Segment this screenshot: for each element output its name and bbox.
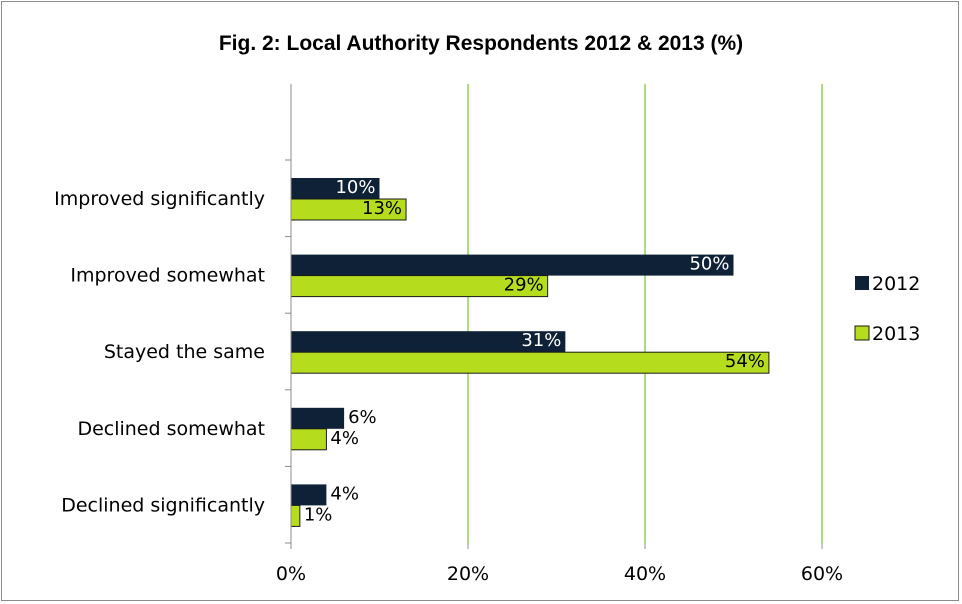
x-tick-label: 60% — [801, 563, 843, 585]
data-label: 10% — [335, 177, 375, 198]
x-tick-label: 40% — [624, 563, 666, 585]
bar — [291, 178, 380, 199]
bar — [290, 351, 770, 374]
category-label: Declined significantly — [61, 494, 265, 516]
data-label: 4% — [330, 428, 359, 449]
legend-label: 2012 — [872, 273, 920, 295]
data-label: 54% — [725, 351, 765, 372]
x-tick-label: 20% — [447, 563, 489, 585]
legend: 2012 2013 — [854, 273, 920, 345]
legend-label: 2013 — [872, 323, 920, 345]
category-label: Improved significantly — [54, 188, 265, 210]
data-label: 31% — [521, 330, 561, 351]
data-label: 4% — [330, 483, 359, 504]
data-label: 13% — [362, 198, 402, 219]
bar — [290, 504, 301, 527]
bar — [291, 331, 566, 353]
data-label: 50% — [689, 254, 729, 275]
x-tick-label: 0% — [276, 563, 306, 585]
category-label: Declined somewhat — [77, 418, 265, 440]
data-label: 1% — [304, 504, 333, 525]
chart-title: Fig. 2: Local Authority Respondents 2012… — [218, 32, 744, 55]
category-label: Stayed the same — [104, 341, 265, 363]
bar — [291, 407, 345, 429]
bar — [290, 428, 327, 451]
bars — [290, 178, 770, 527]
category-label: Improved somewhat — [70, 265, 265, 287]
labels: 10%13% Improved significantly 50% 29% Improv… — [54, 177, 843, 585]
data-label: 29% — [504, 275, 544, 296]
bar — [291, 484, 327, 506]
gridlines — [467, 84, 823, 543]
axes — [285, 84, 823, 549]
legend-swatch — [855, 276, 869, 290]
bar — [291, 254, 734, 276]
legend-swatch — [854, 325, 870, 341]
data-label: 6% — [348, 407, 377, 428]
